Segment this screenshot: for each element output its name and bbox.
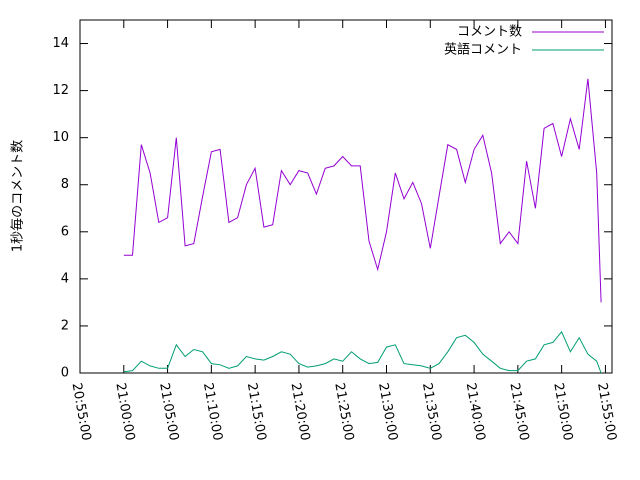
legend-label: 英語コメント (444, 42, 522, 58)
y-tick-label: 14 (52, 36, 69, 51)
x-tick-label: 21:25:00 (331, 382, 356, 442)
y-tick-label: 8 (61, 177, 69, 192)
y-tick-label: 2 (61, 318, 69, 333)
x-tick-label: 20:55:00 (69, 382, 94, 442)
x-tick-label: 21:20:00 (288, 382, 313, 442)
x-tick-label: 21:15:00 (244, 382, 269, 442)
x-tick-label: 21:55:00 (594, 382, 619, 442)
plot-border (79, 19, 613, 374)
x-tick-label: 21:05:00 (156, 382, 181, 442)
x-tick-label: 21:50:00 (550, 382, 575, 442)
x-tick-label: 21:30:00 (375, 382, 400, 442)
series-line (123, 330, 602, 374)
x-tick-label: 21:40:00 (463, 382, 488, 442)
y-tick-label: 4 (61, 271, 69, 286)
y-tick-label: 6 (61, 224, 69, 239)
series-line (123, 78, 602, 303)
x-tick-label: 21:10:00 (200, 382, 225, 442)
x-tick-label: 21:45:00 (506, 382, 531, 442)
y-tick-label: 12 (52, 83, 69, 98)
y-axis-label: 1秒毎のコメント数 (10, 140, 26, 252)
legend-label: コメント数 (457, 25, 522, 40)
y-tick-label: 10 (52, 130, 69, 145)
x-tick-label: 21:00:00 (112, 382, 137, 442)
x-tick-label: 21:35:00 (419, 382, 444, 442)
y-tick-label: 0 (61, 366, 69, 381)
